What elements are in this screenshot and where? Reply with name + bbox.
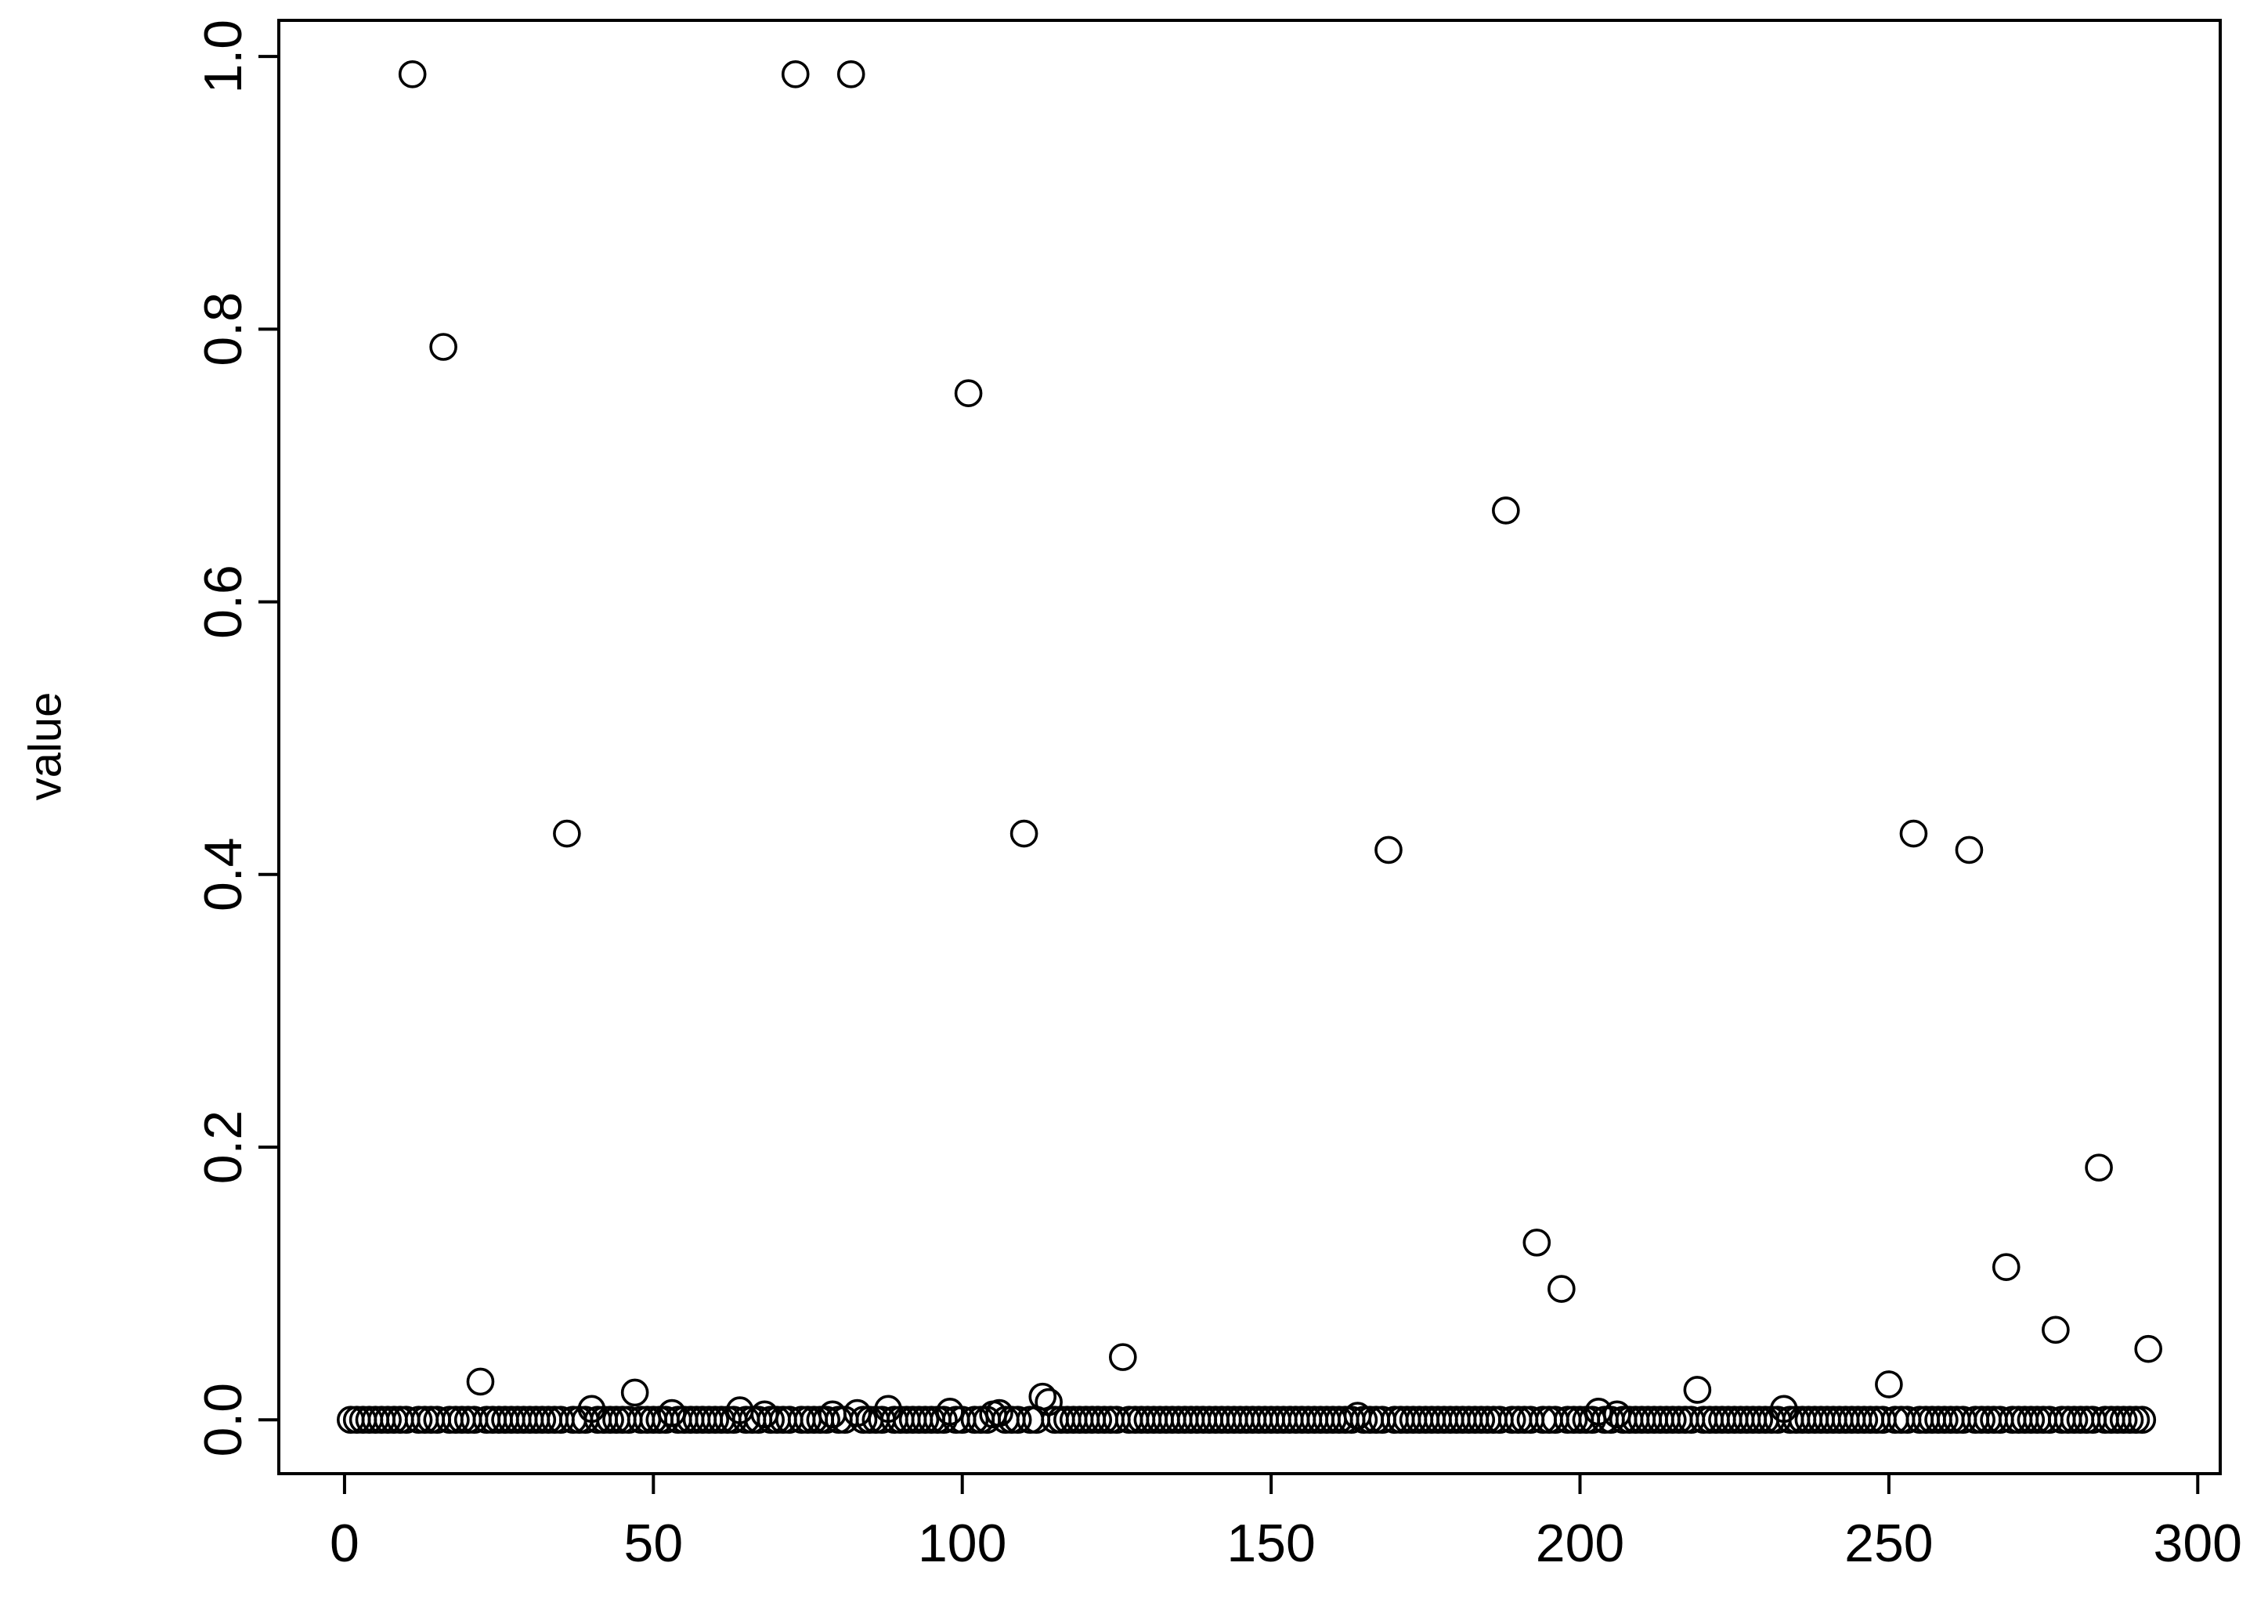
point bbox=[1028, 1382, 1057, 1411]
plot-box bbox=[277, 19, 2222, 1475]
y-tick-label: 0.2 bbox=[193, 1110, 253, 1185]
point bbox=[466, 1367, 495, 1396]
point bbox=[1492, 496, 1520, 525]
point bbox=[2134, 1334, 2162, 1363]
point bbox=[757, 1406, 785, 1435]
point bbox=[1875, 1370, 1903, 1398]
point bbox=[553, 819, 581, 848]
point bbox=[1084, 1406, 1113, 1435]
point bbox=[701, 1406, 729, 1435]
point bbox=[633, 1406, 662, 1435]
x-tick-label: 200 bbox=[1536, 1514, 1624, 1573]
point bbox=[1497, 1406, 1526, 1435]
point bbox=[1850, 1406, 1879, 1435]
x-tick-label: 50 bbox=[624, 1514, 684, 1573]
point bbox=[404, 1406, 433, 1435]
x-tick-label: 100 bbox=[918, 1514, 1006, 1573]
point bbox=[2109, 1406, 2138, 1435]
point bbox=[1930, 1406, 1959, 1435]
point bbox=[1548, 1275, 1576, 1303]
point bbox=[429, 333, 457, 361]
point bbox=[911, 1406, 940, 1435]
y-tick-label: 0.6 bbox=[193, 565, 253, 639]
y-axis-label: value bbox=[20, 692, 70, 801]
point bbox=[781, 60, 810, 88]
point bbox=[1349, 1406, 1378, 1435]
point bbox=[2017, 1406, 2046, 1435]
point bbox=[1955, 835, 1984, 864]
point bbox=[812, 1406, 840, 1435]
point bbox=[1108, 1343, 1137, 1371]
point bbox=[374, 1406, 402, 1435]
y-tick-label: 0.8 bbox=[193, 292, 253, 366]
point bbox=[596, 1406, 624, 1435]
x-tick-label: 0 bbox=[330, 1514, 359, 1573]
y-tick-label: 0.0 bbox=[193, 1383, 253, 1457]
point bbox=[620, 1378, 649, 1407]
point bbox=[960, 1406, 989, 1435]
point bbox=[1009, 819, 1038, 848]
point bbox=[2060, 1406, 2089, 1435]
point bbox=[930, 1406, 958, 1435]
y-tick-label: 1.0 bbox=[193, 20, 253, 94]
point bbox=[398, 60, 427, 88]
point bbox=[1992, 1253, 2021, 1282]
point bbox=[1559, 1406, 1588, 1435]
point bbox=[1659, 1406, 1687, 1435]
x-tick-label: 300 bbox=[2154, 1514, 2242, 1573]
point bbox=[2122, 1406, 2151, 1435]
x-tick-label: 250 bbox=[1844, 1514, 1933, 1573]
point bbox=[2085, 1153, 2113, 1182]
x-tick-label: 150 bbox=[1226, 1514, 1315, 1573]
point bbox=[2115, 1406, 2144, 1435]
point bbox=[1899, 819, 1928, 848]
point bbox=[1967, 1406, 1996, 1435]
point bbox=[836, 60, 865, 88]
point bbox=[2128, 1406, 2157, 1435]
point bbox=[1745, 1406, 1774, 1435]
y-tick-label: 0.4 bbox=[193, 838, 253, 912]
point bbox=[849, 1406, 878, 1435]
point bbox=[1522, 1229, 1551, 1257]
point bbox=[442, 1406, 470, 1435]
point bbox=[528, 1406, 557, 1435]
point bbox=[1374, 835, 1403, 864]
point bbox=[1683, 1376, 1712, 1404]
point bbox=[954, 379, 983, 407]
point bbox=[2042, 1315, 2070, 1344]
point bbox=[1467, 1406, 1496, 1435]
point bbox=[1003, 1406, 1032, 1435]
